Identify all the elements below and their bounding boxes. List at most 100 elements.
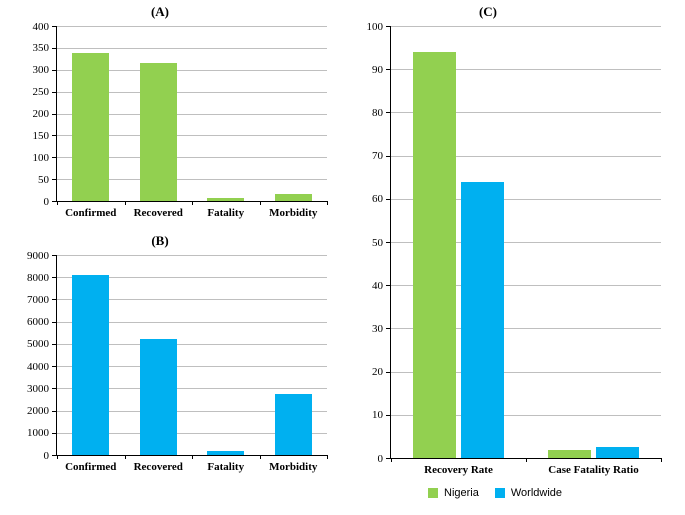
x-tick-label: Recovered — [125, 207, 193, 219]
x-tick-mark — [391, 458, 392, 462]
y-tick-mark — [52, 92, 56, 93]
legend-label: Nigeria — [444, 487, 479, 499]
y-tick-mark — [52, 135, 56, 136]
x-tick-mark — [125, 201, 126, 205]
y-tick-mark — [52, 114, 56, 115]
y-tick-label: 5000 — [9, 338, 49, 350]
x-tick-mark — [526, 458, 527, 462]
x-tick-mark — [192, 201, 193, 205]
legend-label: Worldwide — [511, 487, 562, 499]
grid-line — [391, 26, 661, 27]
x-tick-mark — [327, 201, 328, 205]
panel-b-title: (B) — [140, 233, 180, 249]
y-tick-label: 0 — [343, 453, 383, 465]
y-tick-mark — [52, 411, 56, 412]
x-tick-mark — [260, 455, 261, 459]
panel-b-plot: 0100020003000400050006000700080009000Con… — [56, 255, 327, 456]
bar — [140, 63, 177, 201]
bar — [140, 339, 177, 455]
y-tick-label: 0 — [9, 450, 49, 462]
x-tick-mark — [57, 455, 58, 459]
y-tick-mark — [52, 388, 56, 389]
y-tick-label: 4000 — [9, 361, 49, 373]
y-tick-mark — [52, 26, 56, 27]
y-tick-label: 80 — [343, 107, 383, 119]
y-tick-label: 150 — [9, 130, 49, 142]
y-tick-label: 40 — [343, 280, 383, 292]
y-tick-label: 400 — [9, 21, 49, 33]
y-tick-label: 9000 — [9, 250, 49, 262]
y-tick-label: 7000 — [9, 294, 49, 306]
y-tick-mark — [386, 26, 390, 27]
y-tick-label: 100 — [9, 152, 49, 164]
y-tick-label: 6000 — [9, 316, 49, 328]
bar — [548, 450, 591, 458]
y-tick-label: 350 — [9, 42, 49, 54]
y-tick-mark — [386, 285, 390, 286]
y-tick-mark — [52, 277, 56, 278]
y-tick-label: 3000 — [9, 383, 49, 395]
x-tick-mark — [661, 458, 662, 462]
y-tick-mark — [52, 70, 56, 71]
y-tick-label: 250 — [9, 86, 49, 98]
x-tick-label: Fatality — [192, 461, 260, 473]
panel-a-plot: 050100150200250300350400ConfirmedRecover… — [56, 26, 327, 202]
y-tick-label: 2000 — [9, 405, 49, 417]
y-tick-label: 30 — [343, 323, 383, 335]
y-tick-label: 100 — [343, 21, 383, 33]
x-tick-label: Recovered — [125, 461, 193, 473]
y-tick-mark — [386, 112, 390, 113]
panel-a-title: (A) — [140, 4, 180, 20]
y-tick-mark — [52, 322, 56, 323]
x-tick-label: Confirmed — [57, 461, 125, 473]
bar — [72, 275, 109, 455]
y-tick-label: 200 — [9, 108, 49, 120]
y-tick-mark — [52, 455, 56, 456]
bar — [207, 451, 244, 455]
chart-stage: (A) 050100150200250300350400ConfirmedRec… — [0, 0, 685, 515]
x-tick-mark — [192, 455, 193, 459]
y-tick-mark — [52, 433, 56, 434]
y-tick-label: 50 — [343, 237, 383, 249]
panel-c-title: (C) — [468, 4, 508, 20]
x-tick-mark — [327, 455, 328, 459]
y-tick-label: 300 — [9, 64, 49, 76]
y-tick-mark — [386, 242, 390, 243]
bar — [461, 182, 504, 458]
y-tick-label: 1000 — [9, 427, 49, 439]
y-tick-label: 10 — [343, 409, 383, 421]
legend-swatch — [428, 488, 438, 498]
y-tick-mark — [52, 344, 56, 345]
y-tick-mark — [386, 156, 390, 157]
y-tick-label: 90 — [343, 64, 383, 76]
y-tick-label: 50 — [9, 174, 49, 186]
bar — [275, 394, 312, 455]
grid-line — [57, 26, 327, 27]
bar — [207, 198, 244, 201]
bar — [596, 447, 639, 458]
y-tick-mark — [52, 48, 56, 49]
legend: Nigeria Worldwide — [428, 487, 572, 499]
x-tick-mark — [57, 201, 58, 205]
x-tick-mark — [125, 455, 126, 459]
x-tick-label: Morbidity — [260, 207, 328, 219]
y-tick-mark — [386, 415, 390, 416]
legend-swatch — [495, 488, 505, 498]
y-tick-label: 20 — [343, 366, 383, 378]
x-tick-label: Morbidity — [260, 461, 328, 473]
y-tick-label: 60 — [343, 193, 383, 205]
y-tick-mark — [52, 255, 56, 256]
x-tick-label: Fatality — [192, 207, 260, 219]
y-tick-label: 8000 — [9, 272, 49, 284]
x-tick-label: Recovery Rate — [391, 464, 526, 476]
y-tick-mark — [386, 372, 390, 373]
bar — [413, 52, 456, 458]
grid-line — [57, 255, 327, 256]
y-tick-mark — [386, 69, 390, 70]
x-tick-label: Case Fatality Ratio — [526, 464, 661, 476]
x-tick-mark — [260, 201, 261, 205]
y-tick-mark — [52, 299, 56, 300]
y-tick-mark — [52, 179, 56, 180]
y-tick-mark — [52, 201, 56, 202]
y-tick-mark — [52, 157, 56, 158]
